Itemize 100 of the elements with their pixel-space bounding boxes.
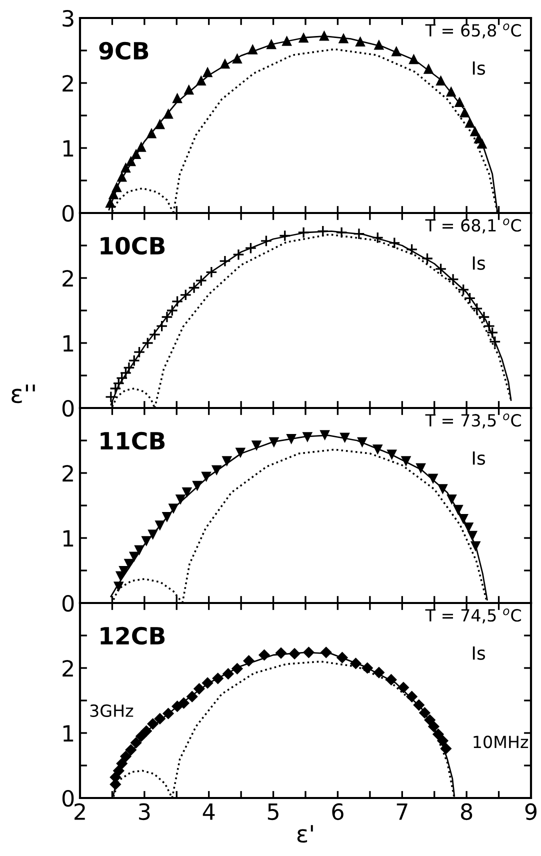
point — [362, 662, 374, 674]
point — [336, 226, 348, 238]
point — [408, 54, 419, 64]
point — [350, 658, 362, 670]
point — [428, 474, 438, 484]
point — [416, 463, 426, 474]
point — [163, 108, 174, 119]
point — [338, 33, 349, 44]
point — [373, 666, 385, 678]
point — [391, 46, 402, 56]
point — [112, 182, 122, 192]
point — [126, 156, 136, 166]
point — [388, 236, 400, 249]
point — [434, 262, 447, 275]
point — [298, 226, 310, 238]
point — [196, 75, 206, 86]
annotation: Is — [472, 451, 486, 465]
point — [470, 302, 483, 315]
y-tick-label: 0 — [62, 790, 74, 807]
point — [130, 148, 142, 159]
point — [212, 672, 224, 684]
annotation: 11CB — [100, 432, 165, 450]
point — [278, 230, 291, 242]
point — [182, 487, 192, 498]
point — [398, 682, 410, 694]
point — [372, 232, 384, 244]
point — [116, 758, 128, 770]
point — [114, 582, 124, 592]
point — [178, 697, 190, 709]
y-tick-label: 1 — [63, 725, 74, 742]
point — [446, 86, 456, 97]
x-tick-label: 9 — [525, 803, 537, 820]
point — [128, 552, 140, 562]
point — [193, 682, 206, 695]
annotation: Is — [472, 256, 486, 270]
point — [112, 764, 124, 777]
point — [483, 320, 496, 332]
x-tick-label: 8 — [461, 803, 472, 820]
y-axis-title: ε'' — [12, 384, 35, 404]
annotation: Is — [472, 61, 486, 75]
point — [453, 504, 464, 516]
y-tick-label: 2 — [62, 270, 73, 286]
point — [470, 541, 481, 552]
point — [124, 558, 134, 570]
point — [235, 448, 246, 458]
point — [336, 652, 348, 664]
point — [413, 699, 425, 711]
point — [372, 444, 383, 455]
point — [340, 432, 350, 444]
point — [130, 736, 142, 749]
point — [319, 30, 330, 41]
point — [486, 326, 498, 339]
point — [476, 138, 488, 149]
point — [202, 66, 213, 78]
point — [470, 126, 480, 136]
point — [286, 434, 296, 444]
annotation: T = 74,5 $^{o}$C — [425, 608, 521, 624]
y-tick-label: 0 — [62, 204, 74, 222]
point — [459, 107, 470, 118]
point — [266, 38, 277, 50]
annotation: 10CB — [100, 236, 165, 255]
point — [464, 118, 475, 128]
point — [231, 662, 244, 674]
point — [400, 456, 412, 466]
x-axis-title: ε' — [297, 825, 313, 843]
point — [385, 674, 397, 686]
point — [156, 320, 168, 332]
point — [258, 649, 270, 661]
point — [211, 465, 222, 476]
point — [260, 234, 272, 247]
point — [232, 53, 242, 64]
point — [134, 545, 144, 556]
point — [440, 742, 452, 754]
x-tick-label: 5 — [268, 804, 278, 820]
point — [186, 690, 198, 702]
point — [406, 690, 418, 702]
x-tick-label: 6 — [332, 803, 344, 820]
point — [242, 655, 255, 667]
point — [201, 472, 212, 482]
point — [352, 228, 365, 240]
point — [275, 647, 287, 659]
point — [148, 530, 158, 540]
y-tick-label: 1 — [63, 335, 74, 352]
point — [355, 36, 366, 47]
annotation: 3GHz — [90, 704, 134, 718]
point — [220, 58, 230, 69]
annotation: T = 68,1 $^{o}$C — [425, 218, 521, 234]
point — [248, 44, 258, 54]
point — [436, 734, 449, 747]
y-tick-label: 0 — [62, 594, 74, 612]
point — [222, 456, 232, 466]
point — [120, 750, 132, 762]
y-tick-label: 2 — [62, 74, 73, 92]
point — [386, 450, 397, 460]
point — [154, 118, 166, 130]
y-tick-label: 2 — [62, 660, 73, 676]
point — [116, 171, 128, 182]
point — [146, 718, 159, 730]
point — [154, 520, 166, 531]
point — [302, 646, 315, 658]
